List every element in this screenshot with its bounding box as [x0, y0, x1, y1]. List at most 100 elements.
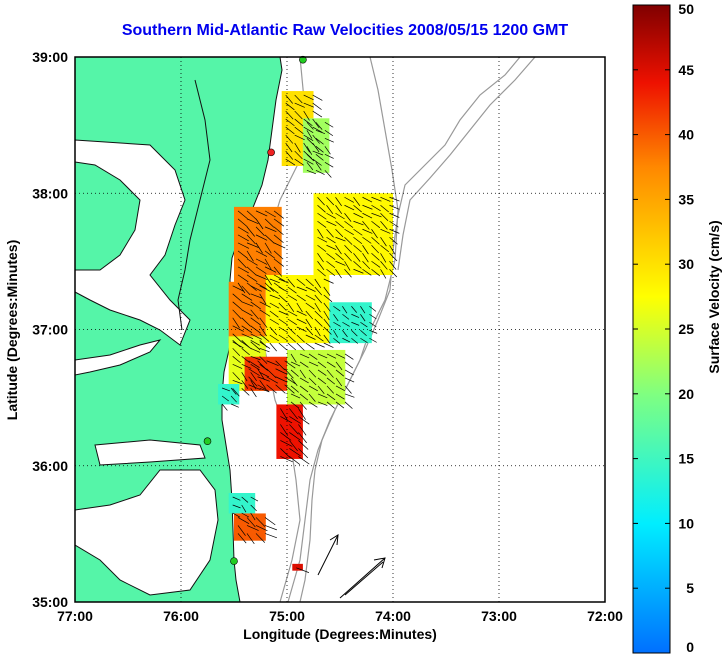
colorbar-tick-label: 10 [678, 515, 694, 531]
velocity-arrow [284, 384, 295, 394]
velocity-arrow [269, 286, 279, 294]
velocity-arrow [232, 372, 241, 381]
x-tick-labels: 77:00 76:00 75:00 74:00 73:00 72:00 [57, 608, 623, 624]
velocity-arrow [250, 309, 259, 320]
velocity-arrow [237, 250, 248, 259]
velocity-arrow [250, 293, 263, 299]
velocity-arrow [285, 158, 296, 166]
bathymetry-contour [397, 57, 536, 271]
velocity-arrow [360, 321, 368, 328]
velocity-arrow [250, 512, 256, 521]
velocity-arrow [344, 213, 352, 222]
velocity-arrow [287, 294, 298, 301]
velocity-arrow [324, 122, 334, 128]
velocity-arrow [342, 306, 348, 314]
velocity-arrow [315, 146, 324, 153]
velocity-arrow [250, 317, 261, 326]
velocity-arrow [362, 212, 373, 219]
velocity-arrow [324, 130, 334, 137]
velocity-arrow [232, 379, 243, 385]
velocity-arrow [280, 448, 291, 458]
velocity-arrow [278, 318, 288, 326]
velocity-arrow [294, 126, 304, 135]
velocity-arrow [285, 126, 295, 135]
velocity-arrow [326, 377, 336, 385]
velocity-arrow [317, 369, 327, 376]
velocity-arrow [303, 94, 314, 101]
velocity-arrow [335, 377, 343, 387]
velocity-arrow [371, 245, 380, 254]
velocity-arrow [278, 286, 289, 293]
velocity-arrow [259, 356, 268, 364]
velocity-arrow [250, 340, 260, 346]
velocity-arrow [342, 313, 350, 320]
velocity-arrow [312, 118, 320, 129]
velocity-arrow [278, 294, 288, 303]
velocity-arrow [380, 244, 390, 253]
velocity-arrow [299, 353, 310, 359]
velocity-arrow [353, 212, 364, 219]
velocity-arrow [296, 302, 303, 313]
velocity-arrow [255, 525, 268, 532]
velocity-arrow [323, 318, 331, 328]
velocity-arrow [232, 356, 241, 364]
velocity-arrow [255, 234, 268, 241]
velocity-arrow [306, 122, 314, 130]
velocity-arrow [285, 134, 294, 144]
velocity-arrow [294, 158, 304, 166]
velocity-arrow [285, 110, 294, 120]
chesapeake-bay [75, 139, 191, 346]
velocity-arrow [255, 282, 267, 290]
velocity-arrow [246, 234, 256, 245]
velocity-arrow [333, 305, 341, 312]
velocity-arrow [294, 110, 303, 120]
velocity-arrow [317, 393, 328, 399]
velocity-arrow [273, 250, 284, 260]
velocity-arrow [287, 318, 297, 326]
velocity-arrow [259, 309, 271, 317]
colorbar-tick-label: 5 [686, 580, 694, 596]
velocity-arrow [296, 342, 305, 351]
velocity-arrow [335, 401, 345, 409]
velocity-arrow [362, 204, 373, 210]
x-tick-label: 72:00 [587, 608, 623, 624]
velocity-arrow [241, 285, 251, 296]
velocity-arrow [232, 388, 240, 397]
velocity-arrow [296, 326, 307, 332]
velocity-arrow [303, 134, 314, 141]
velocity-arrow [299, 393, 309, 401]
velocity-arrow [266, 360, 279, 367]
velocity-arrow [314, 302, 321, 313]
bathymetry-contour [287, 57, 399, 602]
velocity-arrow [237, 210, 248, 220]
velocity-arrow [353, 253, 361, 262]
velocity-arrow [344, 353, 354, 360]
velocity-arrow [241, 309, 253, 317]
velocity-arrow [351, 330, 358, 337]
velocity-arrow [308, 377, 317, 386]
velocity-arrow [248, 384, 261, 391]
scale-arrows [317, 534, 386, 599]
velocity-arrow [294, 134, 305, 141]
velocity-arrow [241, 512, 250, 518]
velocity-arrow [323, 302, 331, 312]
velocity-arrow [342, 337, 351, 343]
velocity-arrow [259, 301, 271, 308]
velocity-cell [292, 563, 303, 571]
velocity-arrow [264, 242, 272, 254]
velocity-arrow [362, 236, 372, 244]
velocity-arrow [232, 285, 244, 292]
velocity-arrow [317, 385, 325, 394]
velocity-arrow [371, 268, 381, 277]
velocity-arrow [317, 212, 327, 220]
velocity-arrow [344, 236, 353, 245]
velocity-arrow [259, 380, 267, 389]
velocity-arrow [246, 517, 256, 528]
velocity-arrow [305, 286, 316, 292]
velocity-arrow [232, 309, 242, 319]
velocity-arrow [335, 220, 344, 229]
james-river [75, 339, 162, 376]
velocity-arrow [317, 220, 327, 228]
velocity-arrow [323, 294, 333, 303]
velocity-arrow [324, 170, 332, 178]
